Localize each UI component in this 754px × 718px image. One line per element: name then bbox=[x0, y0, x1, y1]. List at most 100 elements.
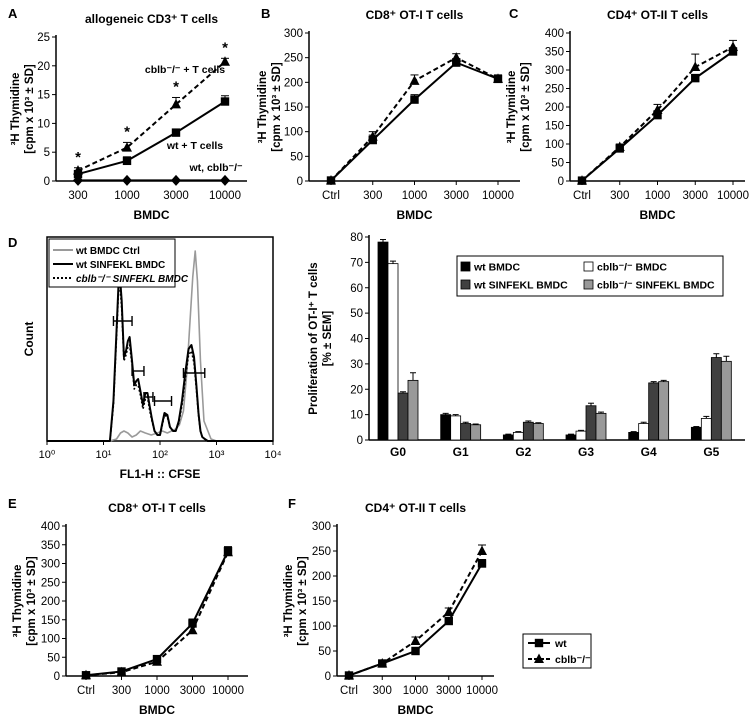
y-tick-label: 200 bbox=[41, 596, 60, 608]
panel-label: E bbox=[8, 496, 17, 511]
x-axis-label: BMDC bbox=[640, 208, 676, 222]
y-tick-label: 0 bbox=[54, 671, 60, 683]
x-tick-label: 300 bbox=[68, 190, 87, 202]
data-point bbox=[444, 616, 453, 626]
chart-title: CD8⁺ OT-I T cells bbox=[366, 8, 464, 22]
x-tick-label: 1000 bbox=[645, 190, 671, 202]
x-tick-label: 3000 bbox=[443, 190, 469, 202]
y-tick-label: 200 bbox=[545, 102, 564, 114]
data-point bbox=[410, 95, 419, 104]
data-point bbox=[377, 658, 388, 668]
y-axis-label: ³H Thymidine bbox=[257, 71, 269, 144]
chart-title: CD8⁺ OT-I T cells bbox=[108, 501, 206, 515]
data-point bbox=[411, 646, 420, 656]
y-tick-label: 300 bbox=[312, 521, 331, 533]
panel-label: B bbox=[261, 6, 270, 21]
y-tick-label: 20 bbox=[37, 61, 50, 73]
y-tick-label: 150 bbox=[312, 596, 331, 608]
panel-c: 0 50 100 150 200 250 300 350 400 Ctrl 300 1000 3000 1… bbox=[506, 6, 749, 222]
y-tick-label: 20 bbox=[350, 384, 363, 396]
x-category-label: G4 bbox=[641, 445, 657, 459]
x-tick-label: 10³ bbox=[209, 449, 225, 461]
x-tick-label: 10⁰ bbox=[39, 449, 56, 461]
bar bbox=[658, 381, 670, 441]
data-point bbox=[122, 156, 132, 166]
y-tick-label: 0 bbox=[325, 671, 331, 683]
y-tick-label: 300 bbox=[41, 559, 60, 571]
bar bbox=[585, 405, 597, 441]
bar bbox=[440, 414, 452, 441]
data-point bbox=[188, 619, 197, 628]
x-tick-label: 300 bbox=[363, 190, 382, 202]
x-tick-label: 10000 bbox=[717, 190, 749, 202]
series-label: wt + T cells bbox=[166, 140, 223, 152]
panel-d-bar-chart: 0 10 20 30 40 50 60 70 80 Proliferation of OT-I⁺ … bbox=[308, 232, 745, 459]
legend-swatch bbox=[583, 261, 594, 272]
y-tick-label: 50 bbox=[290, 151, 303, 163]
data-point bbox=[367, 131, 378, 141]
x-category-label: G5 bbox=[703, 445, 719, 459]
histogram-curve bbox=[47, 266, 273, 442]
x-tick-label: 300 bbox=[373, 685, 392, 697]
data-point bbox=[410, 635, 421, 645]
significance-star: * bbox=[124, 123, 130, 140]
y-tick-label: 150 bbox=[545, 121, 564, 133]
y-tick-label: 150 bbox=[284, 102, 303, 114]
x-axis-label: BMDC bbox=[398, 703, 434, 717]
bar bbox=[628, 431, 640, 441]
x-tick-label: 10000 bbox=[209, 190, 241, 202]
series-line bbox=[77, 100, 226, 176]
legend-label: cblb⁻/⁻ bbox=[555, 654, 591, 666]
series-line bbox=[348, 562, 483, 677]
legend-marker bbox=[534, 638, 544, 648]
data-point bbox=[220, 97, 230, 106]
x-tick-label: 1000 bbox=[114, 190, 140, 202]
y-axis-label: Proliferation of OT-I⁺ T cells bbox=[308, 262, 320, 414]
x-axis-label: BMDC bbox=[139, 703, 175, 717]
data-point bbox=[122, 174, 132, 186]
y-tick-label: 60 bbox=[350, 283, 363, 295]
legend-box bbox=[522, 633, 592, 669]
x-tick-label: 10000 bbox=[482, 190, 514, 202]
y-tick-label: 0 bbox=[297, 176, 303, 188]
bar bbox=[377, 241, 389, 441]
data-point bbox=[443, 606, 454, 616]
legend-marker bbox=[534, 653, 544, 663]
data-point bbox=[451, 52, 462, 62]
y-tick-label: 250 bbox=[41, 577, 60, 589]
data-point bbox=[122, 142, 132, 152]
data-point bbox=[326, 175, 336, 185]
panel-label: D bbox=[8, 235, 17, 250]
y-tick-label: 200 bbox=[312, 571, 331, 583]
x-tick-label: 3000 bbox=[436, 685, 462, 697]
y-tick-label: 300 bbox=[545, 65, 564, 77]
bar bbox=[575, 430, 587, 441]
panel-f: 0 50 100 150 200 250 300 Ctrl 300 1000 3000 10000 CD… bbox=[283, 496, 592, 717]
y-tick-label: 10 bbox=[37, 118, 50, 130]
x-tick-label: 10¹ bbox=[96, 449, 112, 461]
y-tick-label: 350 bbox=[41, 540, 60, 552]
x-tick-label: 10000 bbox=[212, 685, 244, 697]
series-line bbox=[77, 61, 226, 172]
y-tick-label: 70 bbox=[350, 257, 363, 269]
y-tick-label: 100 bbox=[312, 621, 331, 633]
legend-label: wt SINFEKL BMDC bbox=[75, 260, 165, 271]
bar bbox=[720, 360, 732, 441]
data-point bbox=[223, 546, 233, 557]
data-point bbox=[116, 666, 127, 677]
legend-swatch bbox=[460, 279, 471, 290]
y-axis-label: Count bbox=[22, 322, 36, 357]
bar bbox=[397, 392, 409, 441]
y-axis-label: [cpm x 10³ ± SD] bbox=[297, 556, 309, 646]
y-tick-label: 150 bbox=[41, 615, 60, 627]
series-label: cblb⁻/⁻ + T cells bbox=[145, 64, 225, 76]
chart-title: allogeneic CD3⁺ T cells bbox=[85, 12, 218, 26]
chart-title: CD4⁺ OT-II T cells bbox=[607, 8, 708, 22]
data-point bbox=[477, 545, 487, 555]
x-axis-label: BMDC bbox=[134, 208, 170, 222]
legend-label: cblb⁻/⁻ SINFEKL BMDC bbox=[597, 280, 715, 292]
x-tick-label: 3000 bbox=[682, 190, 708, 202]
significance-star: * bbox=[222, 39, 228, 56]
series-line bbox=[581, 46, 734, 182]
